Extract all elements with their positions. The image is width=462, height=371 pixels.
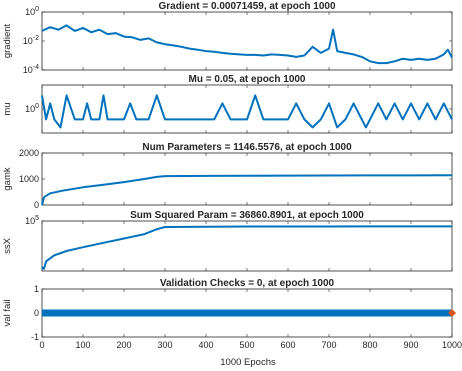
y-tick-label: 105 (25, 215, 39, 226)
y-tick-label: 2000 (19, 148, 39, 158)
y-axis-label: val fail (2, 300, 13, 327)
y-tick-label: 0 (34, 308, 39, 318)
x-tick-label: 900 (403, 340, 418, 350)
series-line (41, 225, 452, 270)
x-tick-label: 0 (39, 340, 44, 350)
panel-1: 100 10-2 10-4 Gradient = 0.00071459, at epo… (2, 1, 453, 75)
x-axis-label: 1000 Epochs (220, 357, 276, 368)
x-tick-label: 300 (157, 340, 172, 350)
panel-5: 0 100 200 300 400 500 600 700 800 900 100010-1Vali… (2, 278, 462, 350)
x-tick-label: 800 (362, 340, 377, 350)
plot-area (41, 11, 453, 71)
panel-3: 2000 1000 0 Num Parameters = 1146.5576, at … (2, 142, 453, 210)
series-line (41, 24, 453, 65)
x-tick-label: 100 (75, 340, 90, 350)
plot-area (41, 152, 453, 206)
y-tick-label: 0 (34, 200, 39, 210)
y-axis-label: gradient (2, 23, 13, 58)
y-tick-label: 10-4 (23, 64, 39, 75)
y-tick-label: -1 (31, 332, 39, 342)
x-tick-label: 600 (280, 340, 295, 350)
y-axis-label: ssX (2, 237, 13, 254)
y-tick-label: 10-2 (23, 35, 39, 46)
x-tick-label: 400 (198, 340, 213, 350)
panel-title: Mu = 0.05, at epoch 1000 (189, 74, 306, 85)
y-axis-label: gamk (2, 167, 13, 190)
panel-title: Validation Checks = 0, at epoch 1000 (160, 278, 335, 289)
panel-2: 100 Mu = 0.05, at epoch 1000 mu (2, 74, 453, 134)
panel-title: Gradient = 0.00071459, at epoch 1000 (158, 1, 335, 12)
series-line (41, 174, 453, 206)
panel-4: 105 Sum Squared Param = 36860.8901, at ep… (2, 210, 453, 272)
x-tick-label: 500 (239, 340, 254, 350)
series-line (41, 94, 453, 129)
y-tick-label: 1 (34, 284, 39, 294)
x-tick-label: 1000 (442, 340, 462, 350)
panel-title: Num Parameters = 1146.5576, at epoch 100… (142, 142, 352, 153)
x-tick-label: 200 (116, 340, 131, 350)
y-tick-label: 100 (25, 6, 39, 17)
plot-area (41, 220, 453, 272)
y-tick-label: 100 (25, 103, 39, 114)
panel-title: Sum Squared Param = 36860.8901, at epoch… (130, 210, 364, 221)
y-tick-label: 1000 (19, 174, 39, 184)
final-epoch-marker (448, 309, 456, 317)
plot-area (41, 84, 453, 134)
y-axis-label: mu (2, 102, 13, 115)
x-tick-label: 700 (321, 340, 336, 350)
